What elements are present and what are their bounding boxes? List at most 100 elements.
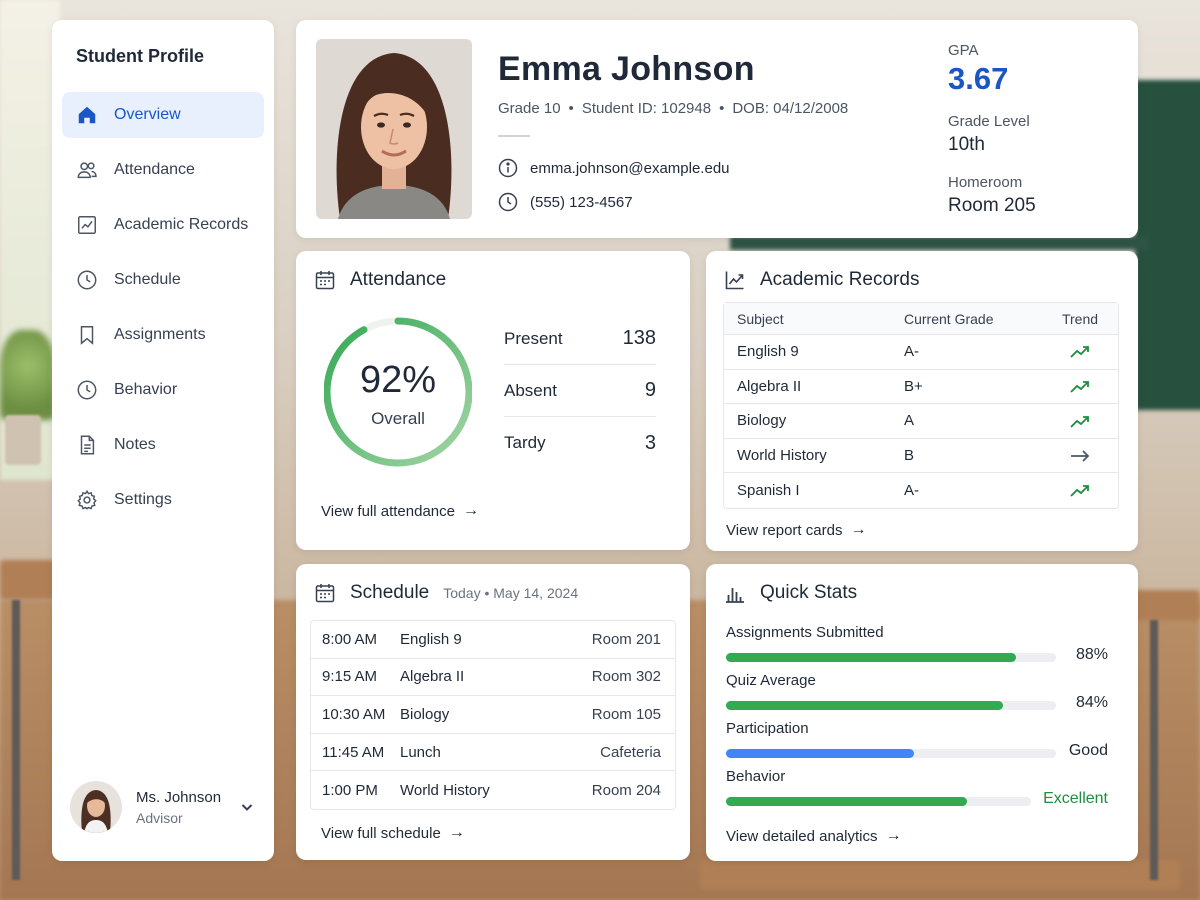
sidebar-item-attendance[interactable]: Attendance [62, 147, 264, 193]
progress-fill [726, 701, 1004, 710]
table-row[interactable]: Biology A [724, 404, 1118, 439]
home-icon [74, 102, 100, 128]
sidebar-nav: Overview Attendance Academic Records Sch… [62, 92, 264, 532]
link-label: View report cards [726, 521, 843, 539]
gear-icon [74, 487, 100, 513]
schedule-header: Schedule Today • May 14, 2024 [314, 580, 578, 606]
table-row[interactable]: Algebra II B+ [724, 370, 1118, 405]
chevron-down-icon[interactable] [239, 799, 255, 815]
schedule-time: 10:30 AM [322, 705, 386, 723]
progress-fill [726, 749, 915, 758]
student-meta: Grade 10 • Student ID: 102948 • DOB: 04/12/2… [498, 100, 848, 117]
list-item[interactable]: 9:15 AM Algebra II Room 302 [311, 659, 675, 697]
sidebar-item-academic-records[interactable]: Academic Records [62, 202, 264, 248]
attendance-tardy-row: Tardy 3 [504, 417, 656, 469]
attendance-row-value: 3 [644, 431, 656, 454]
table-row[interactable]: Spanish I A- [724, 473, 1118, 508]
grade-cell: A- [904, 335, 1042, 370]
clock-icon [74, 267, 100, 293]
table-row[interactable]: World History B [724, 439, 1118, 474]
schedule-room: Cafeteria [600, 743, 661, 761]
sidebar-item-schedule[interactable]: Schedule [62, 257, 264, 303]
student-name: Emma Johnson [498, 50, 755, 88]
view-full-attendance-link[interactable]: View full attendance → [321, 502, 479, 520]
column-header-trend: Trend [1042, 303, 1118, 335]
chart-line-icon [725, 271, 744, 290]
sidebar-item-label: Behavior [114, 381, 178, 398]
attendance-title: Attendance [350, 269, 447, 290]
sidebar-title: Student Profile [76, 46, 205, 66]
advisor-profile[interactable]: Ms. Johnson Advisor [70, 777, 260, 837]
column-header-subject: Subject [724, 303, 904, 335]
stat-behavior: Behavior Excellent [726, 768, 1108, 812]
attendance-row-label: Tardy [504, 433, 546, 452]
schedule-list: 8:00 AM English 9 Room 201 9:15 AM Algeb… [310, 620, 676, 810]
attendance-present-row: Present 138 [504, 313, 656, 365]
attendance-stats: Present 138 Absent 9 Tardy 3 [504, 313, 656, 469]
list-item[interactable]: 1:00 PM World History Room 204 [311, 771, 675, 809]
schedule-subject: Biology [400, 705, 450, 723]
attendance-row-label: Absent [504, 380, 557, 400]
sidebar-item-label: Notes [114, 436, 156, 453]
sidebar-item-label: Attendance [114, 161, 195, 178]
sidebar-item-assignments[interactable]: Assignments [62, 312, 264, 358]
schedule-card: Schedule Today • May 14, 2024 8:00 AM En… [296, 564, 690, 860]
header-divider [498, 135, 530, 137]
sidebar-item-settings[interactable]: Settings [62, 477, 264, 523]
progress-track [726, 701, 1056, 710]
academic-records-card: Academic Records Subject Current Grade T… [706, 251, 1138, 551]
arrow-right-icon: → [850, 521, 867, 538]
users-icon [74, 157, 100, 183]
stat-quiz-average: Quiz Average 84% [726, 672, 1108, 716]
table-row[interactable]: English 9 A- [724, 335, 1118, 370]
progress-fill [726, 653, 1017, 662]
arrow-right-icon: → [462, 502, 479, 519]
trend-up-icon [1042, 335, 1118, 370]
meta-separator: • [719, 100, 725, 117]
background-desk [0, 560, 55, 600]
schedule-time: 11:45 AM [322, 743, 385, 761]
student-grade: Grade 10 [498, 100, 561, 117]
stat-label: Quiz Average [726, 672, 816, 689]
background-desk [1130, 590, 1200, 620]
progress-track [726, 653, 1056, 662]
list-item[interactable]: 8:00 AM English 9 Room 201 [311, 621, 675, 659]
grade-level-label: Grade Level [948, 113, 1030, 130]
meta-separator: • [568, 100, 574, 117]
sidebar-item-label: Assignments [114, 326, 206, 343]
subject-cell: English 9 [724, 335, 904, 370]
sidebar-item-overview[interactable]: Overview [62, 92, 264, 138]
stat-value: 84% [1075, 694, 1108, 711]
stat-value: Good [1068, 742, 1108, 759]
bookmark-icon [74, 322, 100, 348]
sidebar-item-label: Schedule [114, 271, 181, 288]
attendance-ring-progress [323, 317, 473, 467]
subject-cell: Biology [724, 404, 904, 439]
view-full-schedule-link[interactable]: View full schedule → [321, 824, 465, 842]
trend-up-icon [1042, 370, 1118, 405]
list-item[interactable]: 10:30 AM Biology Room 105 [311, 696, 675, 734]
chart-line-icon [74, 212, 100, 238]
student-dob: DOB: 04/12/2008 [732, 100, 849, 117]
student-id: Student ID: 102948 [581, 100, 712, 117]
schedule-subject: Lunch [400, 743, 441, 761]
view-report-cards-link[interactable]: View report cards → [726, 521, 866, 539]
attendance-percent: 92% [359, 359, 437, 401]
academic-header: Academic Records [724, 267, 919, 293]
stat-label: Participation [726, 720, 809, 737]
sidebar-item-notes[interactable]: Notes [62, 422, 264, 468]
quick-stats-header: Quick Stats [724, 580, 857, 606]
sidebar-item-label: Academic Records [114, 216, 249, 233]
grade-cell: B+ [904, 370, 1042, 405]
sidebar-item-behavior[interactable]: Behavior [62, 367, 264, 413]
advisor-name: Ms. Johnson [136, 788, 222, 806]
view-detailed-analytics-link[interactable]: View detailed analytics → [726, 827, 901, 845]
grade-cell: B [904, 439, 1042, 474]
contact-phone[interactable]: (555) 123-4567 [498, 190, 633, 214]
contact-email[interactable]: emma.johnson@example.edu [498, 156, 730, 180]
grade-cell: A- [904, 482, 919, 500]
list-item[interactable]: 11:45 AM Lunch Cafeteria [311, 734, 675, 772]
stat-label: Behavior [726, 768, 786, 785]
stat-label: Assignments Submitted [726, 624, 884, 641]
clock-icon [74, 377, 100, 403]
